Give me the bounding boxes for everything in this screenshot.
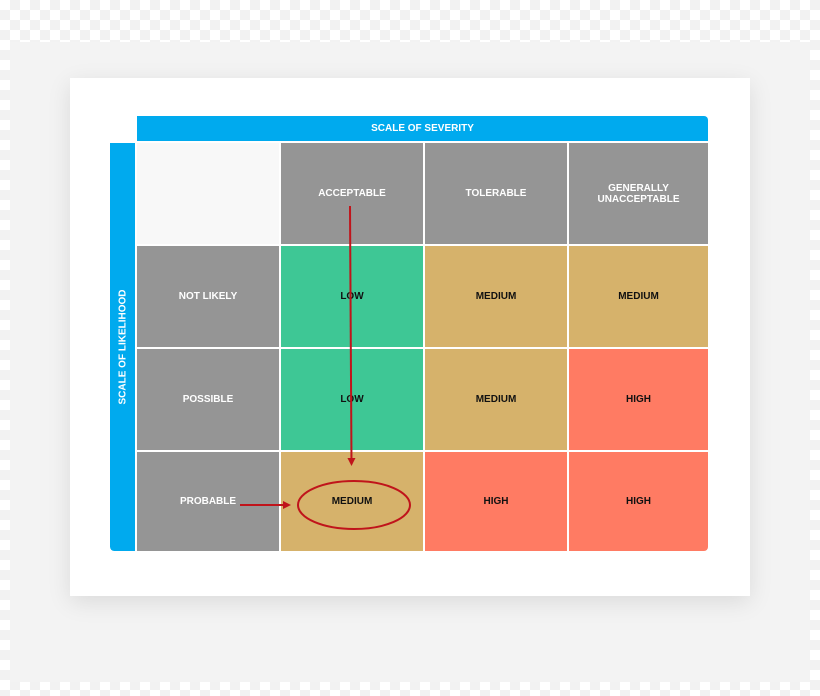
risk-cell: MEDIUM	[425, 246, 567, 347]
likelihood-scale-header: SCALE OF LIKELIHOOD	[110, 143, 135, 551]
severity-header-tolerable: TOLERABLE	[425, 143, 567, 244]
risk-cell: MEDIUM	[425, 349, 567, 450]
risk-cell: HIGH	[569, 452, 708, 551]
risk-cell: HIGH	[569, 349, 708, 450]
corner-cell	[137, 143, 279, 244]
likelihood-header-probable: PROBABLE	[137, 452, 279, 551]
risk-cell: HIGH	[425, 452, 567, 551]
likelihood-header-not-likely: NOT LIKELY	[137, 246, 279, 347]
risk-cell: LOW	[281, 349, 423, 450]
severity-header-acceptable: ACCEPTABLE	[281, 143, 423, 244]
severity-scale-title: SCALE OF SEVERITY	[371, 123, 474, 134]
risk-cell: MEDIUM	[569, 246, 708, 347]
risk-matrix: SCALE OF SEVERITY SCALE OF LIKELIHOOD AC…	[110, 115, 708, 551]
likelihood-scale-title: SCALE OF LIKELIHOOD	[117, 289, 128, 405]
likelihood-header-possible: POSSIBLE	[137, 349, 279, 450]
risk-cell-highlighted: MEDIUM	[281, 452, 423, 551]
severity-header-generally-unacceptable: GENERALLY UNACCEPTABLE	[569, 143, 708, 244]
severity-scale-header: SCALE OF SEVERITY	[137, 116, 708, 141]
risk-cell: LOW	[281, 246, 423, 347]
